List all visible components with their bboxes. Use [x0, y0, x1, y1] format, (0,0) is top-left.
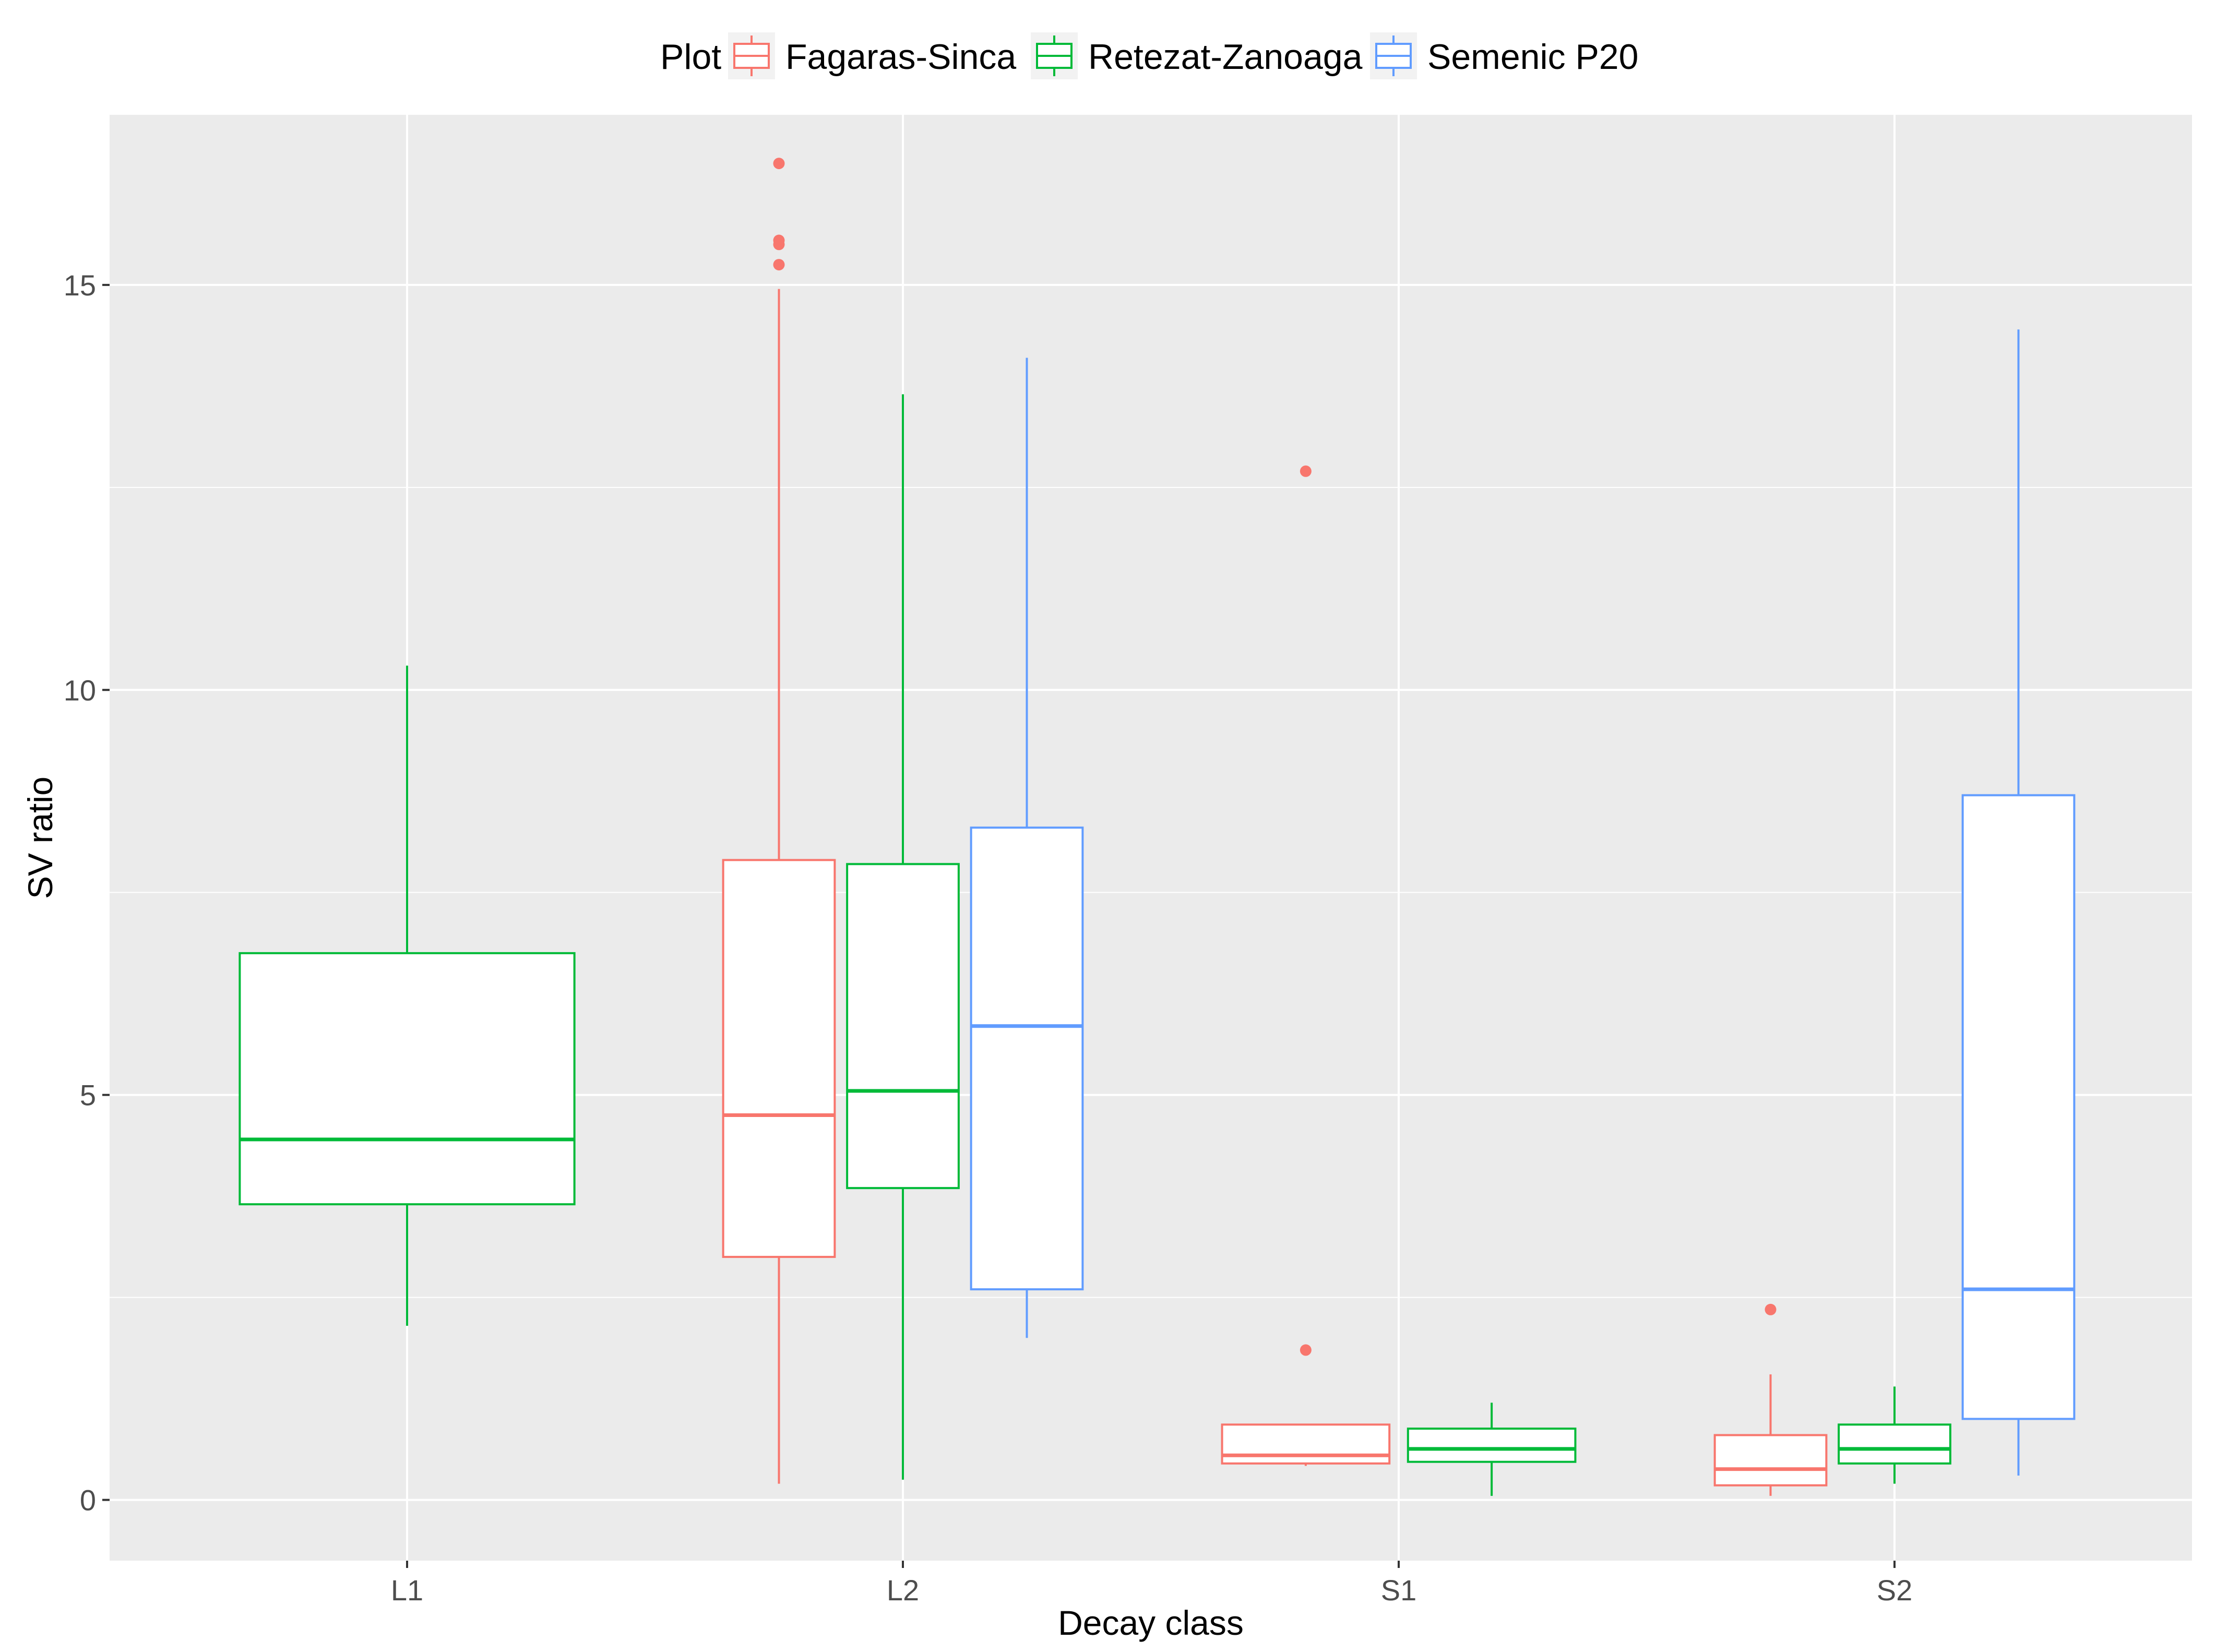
- outlier-point: [1300, 1344, 1312, 1356]
- legend-entries: Fagaras-Sinca Retezat-Zanoaga Semenic P20: [728, 32, 1638, 79]
- x-tick-label: L2: [887, 1574, 919, 1607]
- y-tick-label: 0: [80, 1484, 96, 1517]
- box-iqr: [846, 863, 960, 1190]
- box-retezat-zanoaga-l1: [239, 665, 576, 1326]
- plot-panel: [110, 115, 2192, 1561]
- x-axis-title: Decay class: [1058, 1603, 1244, 1642]
- box-retezat-zanoaga-s1: [1407, 1403, 1577, 1496]
- boxes: [239, 158, 2076, 1496]
- box-iqr: [1221, 1423, 1391, 1465]
- legend-entry: Semenic P20: [1370, 32, 1638, 79]
- legend-entry: Fagaras-Sinca: [728, 32, 1016, 79]
- outlier-point: [773, 158, 785, 170]
- box-fagaras-sinca-l2: [722, 158, 836, 1484]
- box-iqr: [722, 859, 836, 1258]
- x-tick-label: S2: [1877, 1574, 1913, 1607]
- box-retezat-zanoaga-l2: [846, 394, 960, 1480]
- y-tick-label: 10: [64, 674, 96, 707]
- legend: Plot Fagaras-Sinca Retezat-Zanoaga Semenic…: [660, 32, 1638, 79]
- y-tick-label: 5: [80, 1079, 96, 1112]
- box-semenic-p20-s2: [1961, 329, 2076, 1476]
- legend-label: Retezat-Zanoaga: [1088, 37, 1363, 77]
- box-iqr: [1713, 1434, 1828, 1487]
- box-iqr: [1838, 1423, 1951, 1465]
- outlier-point: [773, 234, 785, 246]
- box-fagaras-sinca-s1: [1221, 465, 1391, 1466]
- legend-label: Fagaras-Sinca: [785, 37, 1016, 77]
- y-axis-title: SV ratio: [21, 777, 59, 899]
- box-fagaras-sinca-s2: [1713, 1303, 1828, 1496]
- box-iqr: [1407, 1428, 1577, 1463]
- x-axis: L1 L2 S1 S2: [391, 1561, 1912, 1607]
- y-axis: 0 5 10 15: [64, 269, 110, 1517]
- legend-title: Plot: [660, 37, 721, 77]
- x-tick-label: S1: [1381, 1574, 1417, 1607]
- outlier-point: [773, 259, 785, 271]
- outlier-point: [1765, 1303, 1777, 1315]
- legend-label: Semenic P20: [1427, 37, 1638, 77]
- y-tick-label: 15: [64, 269, 96, 302]
- box-iqr: [239, 952, 576, 1206]
- box-iqr: [970, 826, 1084, 1291]
- legend-entry: Retezat-Zanoaga: [1031, 32, 1363, 79]
- box-semenic-p20-l2: [970, 358, 1084, 1338]
- x-tick-label: L1: [391, 1574, 423, 1607]
- outlier-point: [1300, 465, 1312, 477]
- box-iqr: [1961, 794, 2076, 1420]
- box-retezat-zanoaga-s2: [1838, 1386, 1951, 1484]
